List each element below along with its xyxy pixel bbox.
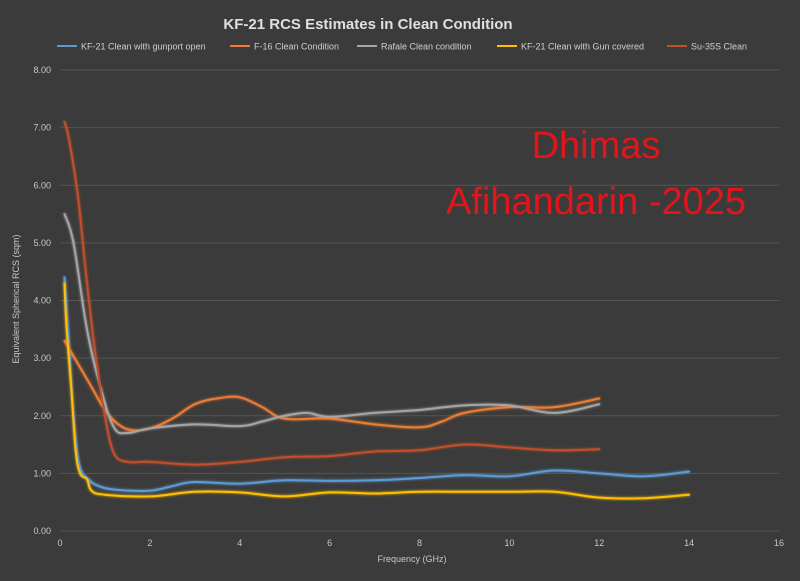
- series-line-4: [63, 282, 691, 500]
- x-axis-ticks: 0 2 4 6 8 10 12 14 16: [57, 538, 784, 548]
- x-tick-label: 10: [504, 538, 514, 548]
- gridlines: [60, 69, 779, 532]
- series-lines: [63, 120, 691, 500]
- y-axis-ticks: 0.00 1.00 2.00 3.00 4.00 5.00 6.00 7.00 8.00: [33, 65, 51, 536]
- legend-entry-3: Rafale Clean condition: [357, 42, 472, 52]
- y-tick-label: 7.00: [33, 123, 51, 133]
- y-tick-label: 8.00: [33, 65, 51, 75]
- x-tick-label: 0: [57, 538, 62, 548]
- legend-label: KF-21 Clean with gunport open: [81, 42, 206, 52]
- y-axis-label: Equivalent Spherical RCS (sqm): [11, 234, 21, 363]
- y-tick-label: 0.00: [33, 526, 51, 536]
- x-tick-label: 8: [417, 538, 422, 548]
- y-tick-label: 4.00: [33, 296, 51, 306]
- legend-label: F-16 Clean Condition: [254, 42, 339, 52]
- y-tick-label: 6.00: [33, 180, 51, 190]
- y-tick-label: 2.00: [33, 411, 51, 421]
- x-tick-label: 6: [327, 538, 332, 548]
- x-tick-label: 2: [147, 538, 152, 548]
- legend-label: KF-21 Clean with Gun covered: [521, 42, 644, 52]
- legend: KF-21 Clean with gunport open F-16 Clean …: [57, 42, 747, 52]
- x-tick-label: 4: [237, 538, 242, 548]
- legend-entry-4: KF-21 Clean with Gun covered: [497, 42, 644, 52]
- series-line-5: [63, 120, 601, 466]
- legend-label: Rafale Clean condition: [381, 42, 472, 52]
- series-line-1: [63, 276, 691, 492]
- y-tick-label: 3.00: [33, 353, 51, 363]
- y-tick-label: 1.00: [33, 468, 51, 478]
- legend-label: Su-35S Clean: [691, 42, 747, 52]
- y-tick-label: 5.00: [33, 238, 51, 248]
- chart-title: KF-21 RCS Estimates in Clean Condition: [223, 16, 512, 33]
- x-tick-label: 12: [594, 538, 604, 548]
- watermark-line-2: Afihandarin -2025: [446, 181, 746, 223]
- x-tick-label: 16: [774, 538, 784, 548]
- series-line-3: [63, 213, 601, 435]
- legend-entry-2: F-16 Clean Condition: [230, 42, 339, 52]
- legend-entry-5: Su-35S Clean: [667, 42, 747, 52]
- x-tick-label: 14: [684, 538, 694, 548]
- x-axis-label: Frequency (GHz): [377, 554, 446, 564]
- watermark-line-1: Dhimas: [532, 125, 661, 167]
- legend-entry-1: KF-21 Clean with gunport open: [57, 42, 206, 52]
